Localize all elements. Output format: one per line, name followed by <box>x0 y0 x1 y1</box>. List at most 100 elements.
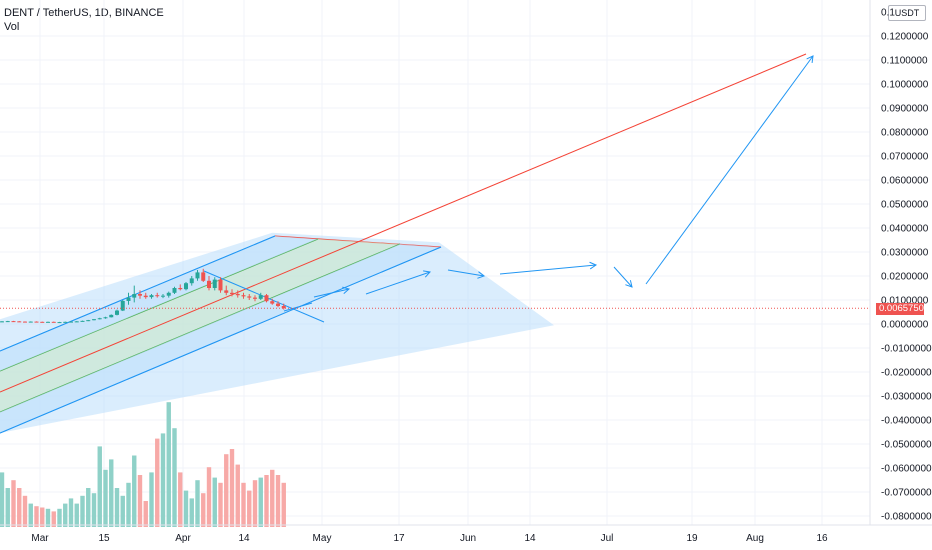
candle-body <box>172 288 177 293</box>
volume-bar <box>212 477 217 527</box>
x-tick-label: 16 <box>816 533 828 544</box>
candle-body <box>11 321 16 323</box>
drawings-layer[interactable] <box>0 53 814 434</box>
arrow-head <box>806 55 814 64</box>
volume-bar <box>91 493 97 527</box>
channel-bottom-edge <box>0 246 442 434</box>
volume-bar <box>172 428 177 527</box>
volume-bar <box>218 482 223 527</box>
volume-bar <box>74 503 79 527</box>
candle-body <box>276 303 280 306</box>
candle-body <box>241 295 246 297</box>
volume-bar <box>51 511 56 527</box>
volume-bar <box>247 490 252 527</box>
candle-body <box>103 317 108 319</box>
candle-body <box>155 295 160 297</box>
y-tick-label: 0.0800000 <box>881 128 929 139</box>
candle-body <box>247 296 252 298</box>
y-tick-label: 0.1000000 <box>881 80 929 91</box>
volume-bar <box>34 506 39 527</box>
y-tick-label: 0.1200000 <box>881 32 929 43</box>
candle-body <box>132 294 137 298</box>
support-line <box>283 302 313 312</box>
candle-body <box>109 314 114 318</box>
arrow-head <box>342 286 351 295</box>
volume-bar <box>97 446 102 527</box>
price-axis[interactable]: 0.1200000 0.1100000 0.1000000 0.0900000 0.08… <box>881 8 932 523</box>
y-tick-label: 0.0700000 <box>881 152 929 163</box>
upper-band-fill <box>0 236 318 371</box>
candle-body <box>17 321 22 323</box>
volume-label[interactable]: Vol <box>4 21 20 33</box>
forecast-arrow <box>613 266 633 288</box>
channel-top-edge <box>0 235 276 352</box>
volume-bar <box>57 508 62 527</box>
volume-bars <box>0 402 286 527</box>
volume-bar <box>149 472 154 527</box>
x-tick-label: May <box>313 533 332 544</box>
x-tick-label: 14 <box>238 533 250 544</box>
candle-body <box>230 292 234 294</box>
volume-bar <box>166 402 171 527</box>
forecast-arrow <box>645 55 814 285</box>
candle-body <box>138 294 142 296</box>
volume-bar <box>183 490 189 527</box>
candle-body <box>224 290 229 293</box>
y-tick-label: 0.0600000 <box>881 176 929 187</box>
volume-bar <box>235 464 240 527</box>
candle-body <box>34 321 39 323</box>
candle-body <box>126 297 131 301</box>
y-tick-label: -0.0800000 <box>881 512 932 523</box>
median-line <box>0 53 807 393</box>
inner-band-fill <box>0 239 400 412</box>
volume-bar <box>103 469 108 527</box>
candle-body <box>5 321 10 323</box>
volume-bar <box>80 495 85 527</box>
volume-bar <box>275 475 281 527</box>
arrow-head <box>589 261 598 270</box>
volume-bar <box>40 507 45 527</box>
candle-body <box>115 310 119 315</box>
y-tick-label: 0.1 <box>881 8 895 19</box>
y-tick-label: -0.0300000 <box>881 392 932 403</box>
volume-bar <box>252 480 258 527</box>
candle-body <box>253 297 257 299</box>
x-tick-label: Mar <box>31 533 49 544</box>
y-tick-label: 0.1100000 <box>881 56 928 67</box>
candle-body <box>92 319 96 321</box>
lower-band-fill <box>0 244 441 433</box>
volume-bar <box>45 508 51 527</box>
volume-bar <box>17 488 22 527</box>
volume-bar <box>0 472 5 527</box>
volume-bar <box>120 495 125 527</box>
symbol-title[interactable]: DENT / TetherUS, 1D, BINANCE <box>4 7 164 19</box>
volume-bar <box>264 475 269 527</box>
volume-bar <box>155 438 160 527</box>
y-tick-label: -0.0100000 <box>881 344 932 355</box>
volume-bar <box>229 449 235 527</box>
x-tick-label: 14 <box>524 533 536 544</box>
currency-button[interactable]: USDT <box>888 5 926 21</box>
candle-body <box>120 300 125 311</box>
y-tick-label: 0.0000000 <box>881 320 929 331</box>
volume-bar <box>281 482 286 527</box>
candle-body <box>80 320 85 322</box>
volume-bar <box>241 482 246 527</box>
x-tick-label: 17 <box>393 533 405 544</box>
x-tick-label: Jul <box>601 533 614 544</box>
candle-body <box>195 272 200 279</box>
candle-body <box>264 295 269 302</box>
volume-bar <box>5 488 10 527</box>
volume-bar <box>28 503 33 527</box>
volume-bar <box>189 498 194 527</box>
candle-body <box>97 318 102 320</box>
x-tick-label: 19 <box>686 533 698 544</box>
candle-body <box>184 283 188 290</box>
volume-bar <box>160 433 166 527</box>
volume-bar <box>11 480 16 527</box>
candle-body <box>161 295 165 297</box>
time-axis[interactable]: Mar 15 Apr 14 May 17 Jun 14 Jul 19 Aug 16 <box>31 533 828 544</box>
volume-bar <box>109 459 114 527</box>
candle-body <box>235 294 240 296</box>
